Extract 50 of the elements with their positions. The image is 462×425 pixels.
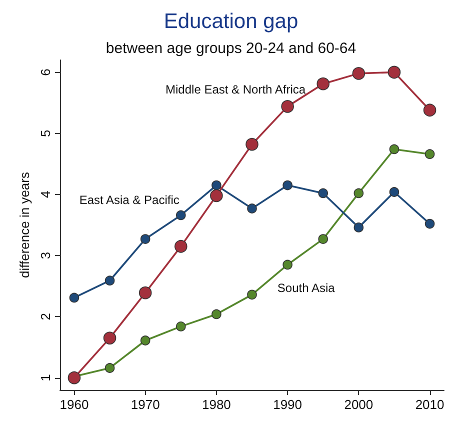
point [388,66,401,79]
y-tick-label: 3 [38,252,53,260]
point [174,240,188,253]
point [282,260,292,270]
point [247,204,257,214]
point [176,210,186,220]
y-tick-label: 1 [38,374,53,382]
point [104,363,115,373]
y-tick-label: 5 [38,130,53,137]
point [246,138,258,151]
point [282,180,292,190]
chart-title: Education gap [164,10,298,33]
point [354,222,364,232]
x-tick-label: 1990 [273,397,302,412]
point [104,276,115,286]
series-label: South Asia [277,281,336,296]
x-tick-label: 1980 [202,397,231,412]
x-tick-label: 2000 [344,397,374,412]
point [210,189,223,202]
point [103,332,116,344]
x-tick-label: 2010 [415,397,444,412]
x-tick-label: 1970 [130,397,160,412]
point [281,100,294,113]
point [140,336,150,346]
x-tick-label: 1960 [60,397,89,412]
point [212,180,222,190]
point [247,290,257,300]
series-label: East Asia & Pacific [79,193,180,208]
y-tick-label: 6 [38,68,53,76]
chart-subtitle: between age groups 20-24 and 60-64 [106,40,356,57]
point [424,218,435,229]
y-tick-label: 2 [38,313,53,320]
point [423,104,436,117]
series-label: Middle East & North Africa [166,82,306,96]
point [68,371,81,384]
point [318,234,328,244]
point [389,144,400,154]
point [316,77,330,90]
point [138,286,152,300]
y-tick-label: 4 [38,190,53,198]
point [176,322,186,332]
point [318,188,328,198]
point [352,67,366,80]
point [212,309,222,320]
y-axis-title: difference in years [17,172,32,278]
point [69,292,80,303]
point [140,234,150,244]
point [424,149,435,160]
point [389,187,400,197]
point [354,188,364,198]
